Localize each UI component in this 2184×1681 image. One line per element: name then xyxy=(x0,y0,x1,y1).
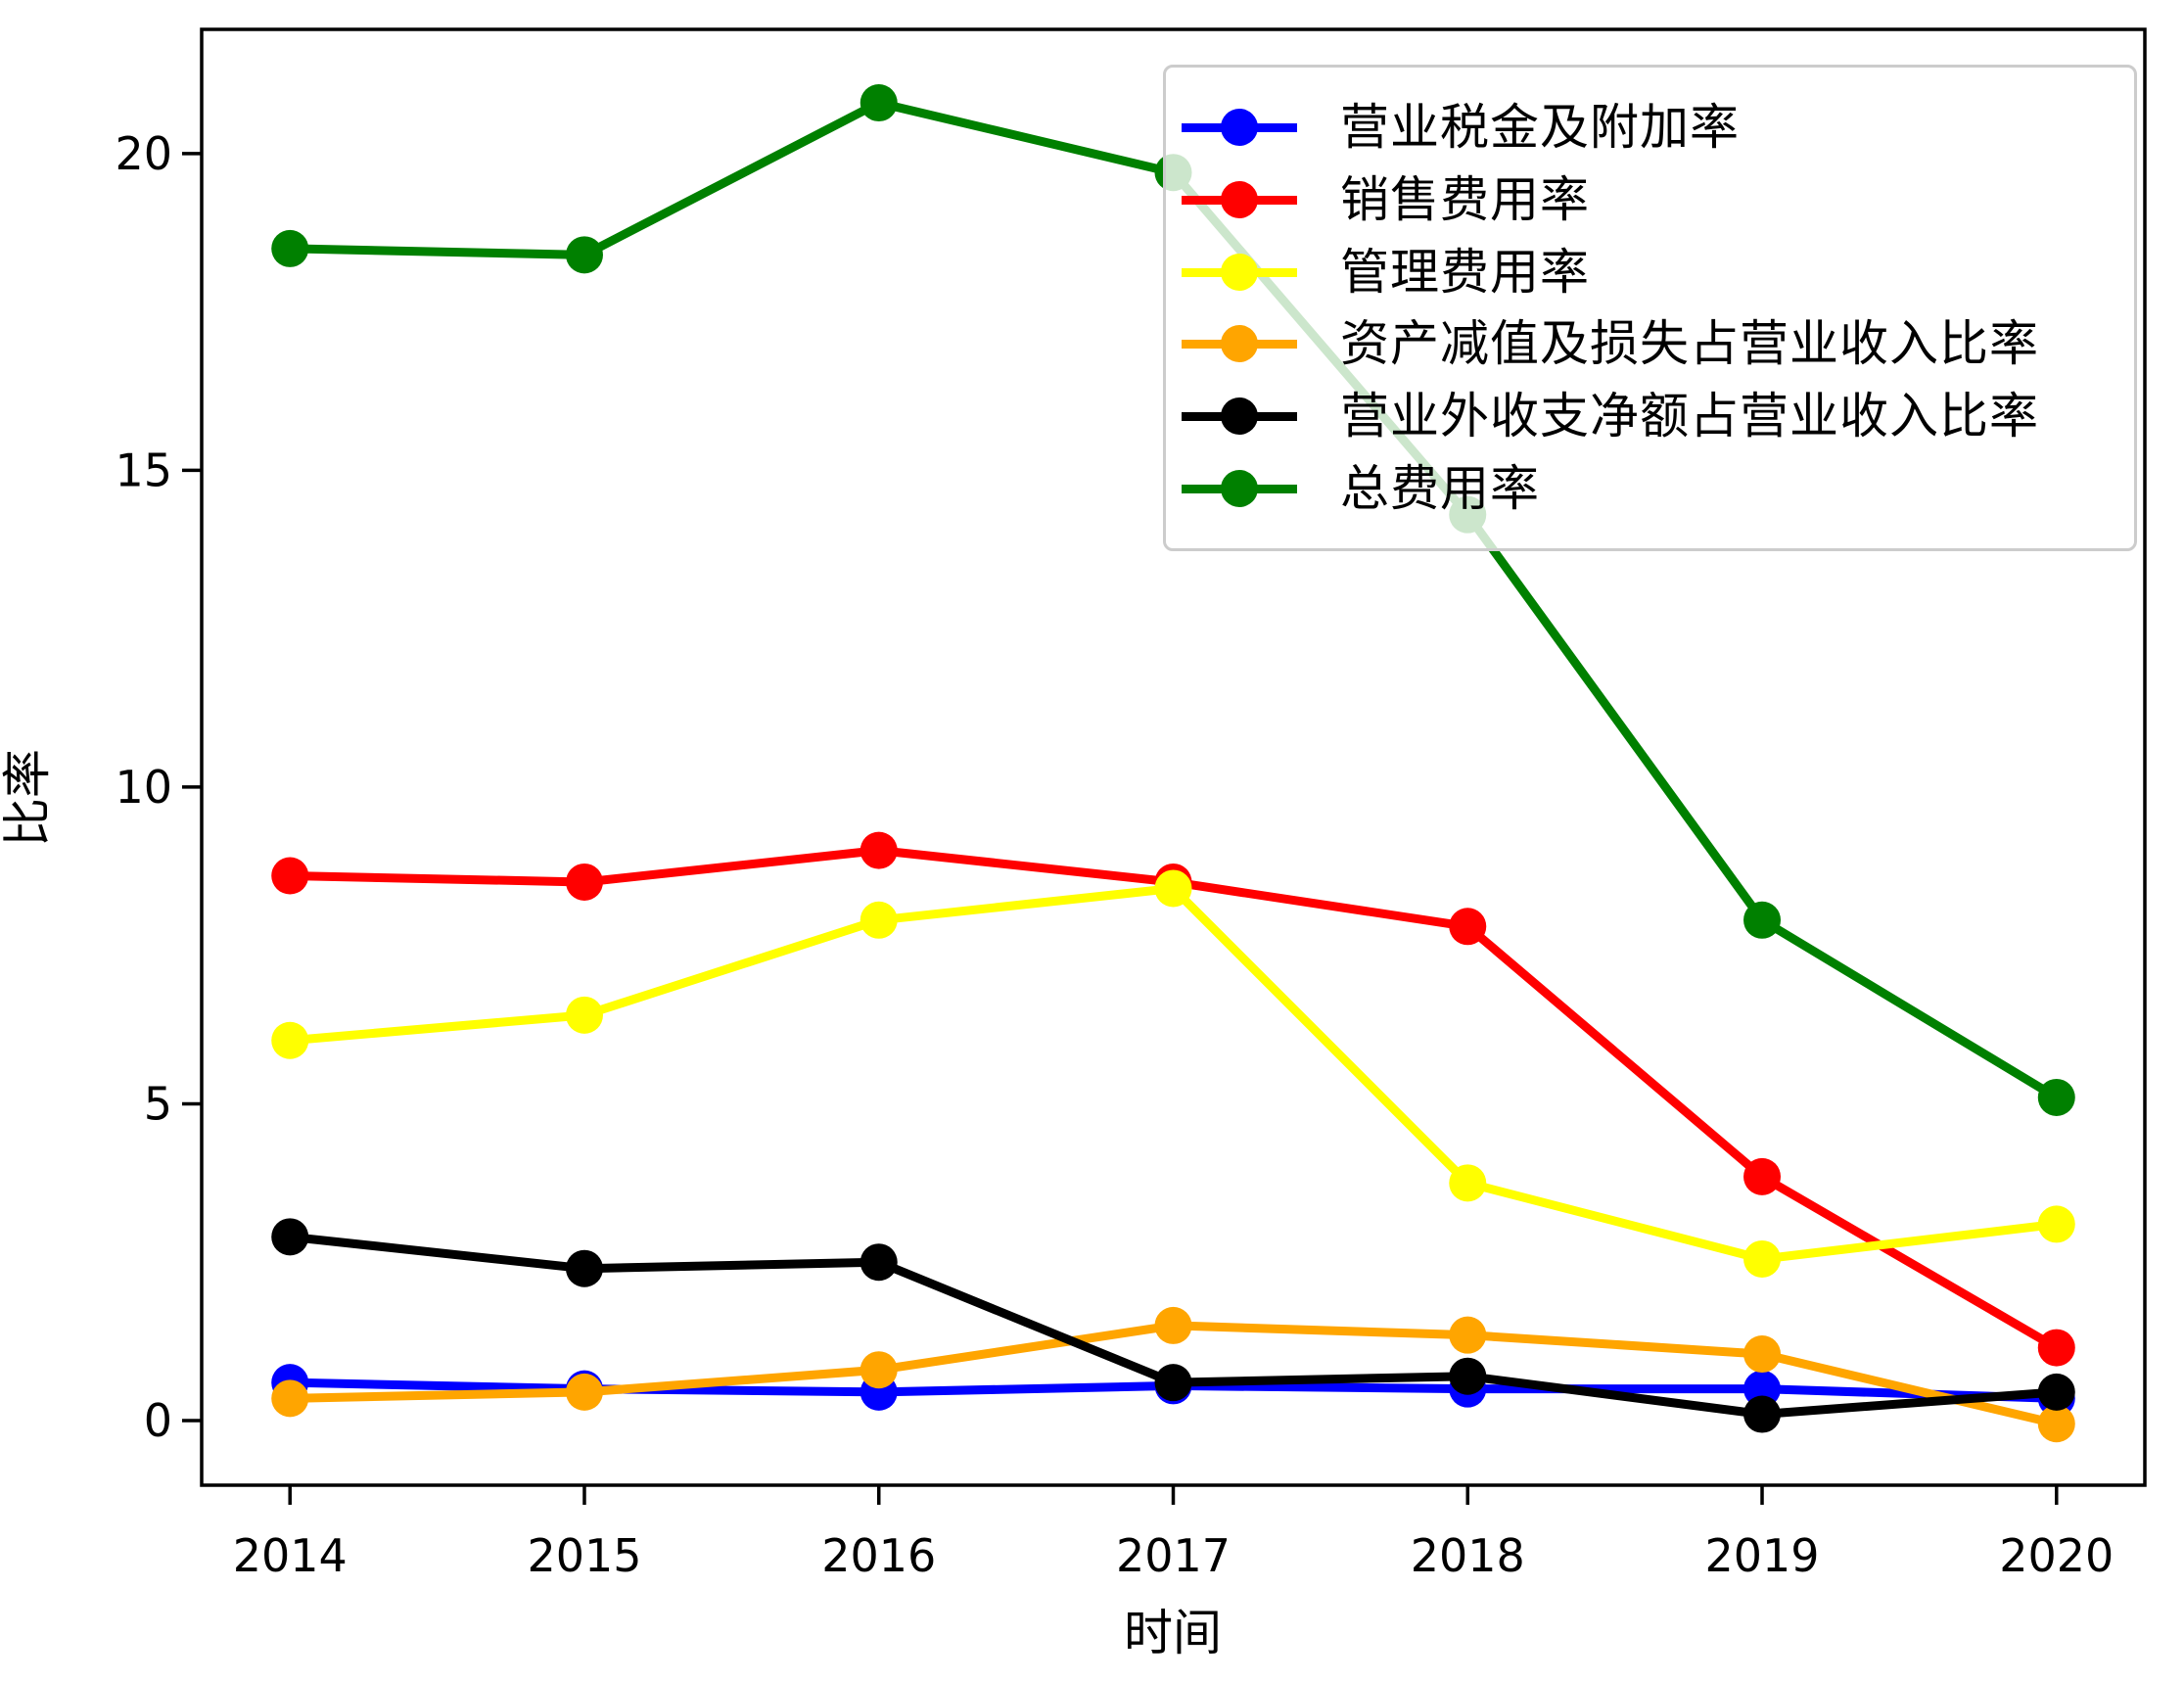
y-tick-label: 0 xyxy=(144,1394,172,1447)
data-point xyxy=(2037,1373,2075,1411)
x-tick-label: 2018 xyxy=(1411,1529,1525,1582)
data-point xyxy=(1154,1364,1192,1402)
data-point xyxy=(860,901,898,939)
x-axis-title: 时间 xyxy=(1124,1605,1222,1661)
data-point xyxy=(565,236,603,274)
data-point xyxy=(860,831,898,869)
x-tick-label: 2017 xyxy=(1116,1529,1231,1582)
data-point xyxy=(271,1218,309,1256)
legend-label: 管理费用率 xyxy=(1340,243,1590,301)
data-point xyxy=(2037,1078,2075,1116)
legend-marker xyxy=(1182,180,1297,219)
data-point xyxy=(1743,1395,1782,1433)
data-point xyxy=(860,1351,898,1389)
data-point xyxy=(1449,908,1487,946)
data-point xyxy=(271,229,309,267)
legend-marker xyxy=(1182,469,1297,508)
x-tick-label: 2019 xyxy=(1704,1529,1819,1582)
series-line-2 xyxy=(289,883,2058,1264)
x-tick-label: 2020 xyxy=(1999,1529,2114,1582)
data-point xyxy=(860,1243,898,1282)
data-point xyxy=(1743,901,1782,939)
legend-item: 营业外收支净额占营业收入比率 xyxy=(1182,380,2114,452)
data-point xyxy=(1743,1157,1782,1195)
data-point xyxy=(565,1249,603,1287)
y-axis-title: 比率 xyxy=(0,749,56,847)
legend-item: 销售费用率 xyxy=(1182,163,2114,236)
data-point xyxy=(1449,1357,1487,1395)
legend-label: 营业税金及附加率 xyxy=(1340,98,1740,156)
data-point xyxy=(271,1021,309,1059)
data-point xyxy=(271,1379,309,1418)
legend-label: 销售费用率 xyxy=(1340,170,1590,228)
legend: 营业税金及附加率 销售费用率 管理费用率 资产减值及损失占营业收入比率 营业外收… xyxy=(1163,65,2137,551)
data-point xyxy=(1743,1335,1782,1374)
data-point xyxy=(565,996,603,1034)
x-tick-label: 2014 xyxy=(233,1529,348,1582)
data-point xyxy=(2037,1205,2075,1243)
legend-item: 资产减值及损失占营业收入比率 xyxy=(1182,307,2114,380)
legend-item: 营业税金及附加率 xyxy=(1182,91,2114,163)
y-tick-label: 10 xyxy=(115,761,172,814)
x-tick-label: 2015 xyxy=(527,1529,641,1582)
data-point xyxy=(1743,1239,1782,1278)
data-point xyxy=(565,1373,603,1411)
data-point xyxy=(860,84,898,122)
data-point xyxy=(2037,1329,2075,1367)
legend-marker xyxy=(1182,108,1297,147)
y-tick-label: 5 xyxy=(144,1077,172,1130)
y-tick-label: 15 xyxy=(115,444,172,496)
data-point xyxy=(1154,1306,1192,1344)
y-tick-label: 20 xyxy=(115,127,172,180)
legend-item: 管理费用率 xyxy=(1182,236,2114,308)
legend-label: 资产减值及损失占营业收入比率 xyxy=(1340,315,2039,373)
data-point xyxy=(2037,1405,2075,1443)
data-point xyxy=(1449,1316,1487,1354)
series-line-1 xyxy=(290,846,2060,1352)
legend-marker xyxy=(1182,253,1297,292)
legend-label: 营业外收支净额占营业收入比率 xyxy=(1340,388,2039,445)
legend-label: 总费用率 xyxy=(1340,460,1540,518)
data-point xyxy=(1449,1164,1487,1202)
legend-item: 总费用率 xyxy=(1182,452,2114,525)
x-tick-label: 2016 xyxy=(821,1529,936,1582)
data-point xyxy=(271,857,309,895)
legend-marker xyxy=(1182,397,1297,436)
data-point xyxy=(565,863,603,901)
data-point xyxy=(1154,869,1192,908)
plot-border xyxy=(200,27,2147,1487)
legend-marker xyxy=(1182,324,1297,363)
